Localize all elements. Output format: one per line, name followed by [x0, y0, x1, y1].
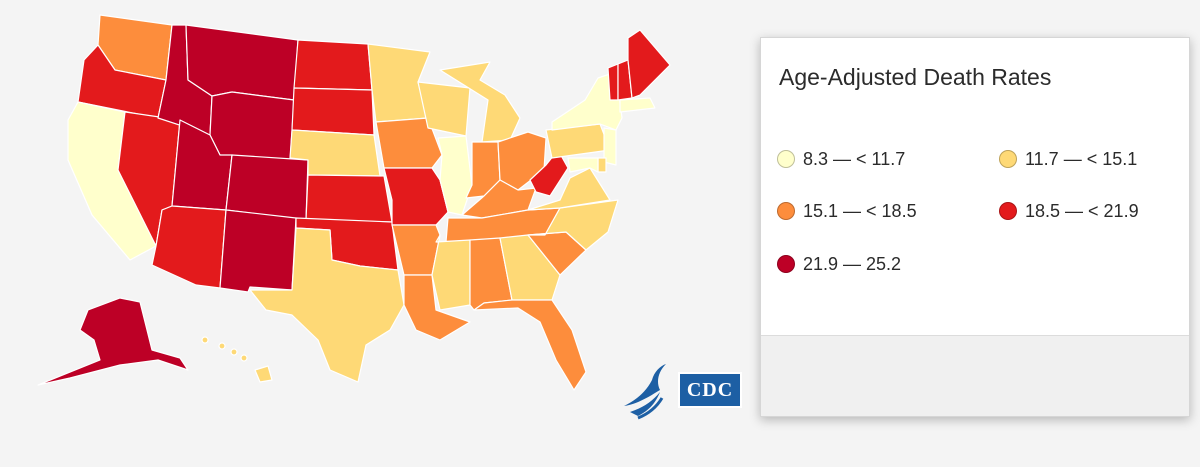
state-mississippi[interactable] — [431, 234, 471, 311]
state-south-dakota[interactable] — [291, 87, 375, 136]
state-montana[interactable] — [185, 24, 299, 101]
state-maryland[interactable] — [567, 157, 599, 173]
state-hawaii[interactable] — [254, 365, 273, 383]
logos: CDC — [616, 360, 746, 420]
legend-item[interactable]: 15.1 — < 18.5 — [777, 199, 917, 223]
state-michigan[interactable] — [439, 61, 521, 143]
legend-label: 21.9 — 25.2 — [803, 253, 902, 274]
state-new-jersey[interactable] — [603, 127, 617, 166]
state-arkansas[interactable] — [391, 224, 441, 276]
legend-item[interactable]: 8.3 — < 11.7 — [777, 147, 905, 171]
legend-item[interactable]: 11.7 — < 15.1 — [999, 147, 1137, 171]
hhs-eagle-logo — [624, 364, 666, 420]
legend-swatch — [777, 202, 795, 220]
state-kansas[interactable] — [305, 174, 393, 223]
state-new-mexico[interactable] — [219, 209, 297, 293]
state-illinois[interactable] — [437, 135, 473, 216]
state-west-virginia[interactable] — [529, 149, 569, 197]
legend-panel: Age-Adjusted Death Rates 8.3 — < 11.7 11… — [760, 37, 1190, 417]
legend-item[interactable]: 21.9 — 25.2 — [777, 252, 901, 276]
legend-title: Age-Adjusted Death Rates — [779, 64, 1052, 90]
choropleth-map: CDC — [37, 14, 746, 420]
state-new-york[interactable] — [551, 71, 623, 131]
state-texas[interactable] — [249, 227, 405, 383]
legend-swatch — [777, 150, 795, 168]
legend-swatch — [999, 150, 1017, 168]
state-iowa[interactable] — [375, 117, 443, 169]
legend-swatch — [999, 202, 1017, 220]
state-massachusetts[interactable] — [619, 97, 656, 113]
legend-label: 18.5 — < 21.9 — [1025, 200, 1139, 221]
legend-label: 8.3 — < 11.7 — [803, 148, 906, 169]
legend-item[interactable]: 18.5 — < 21.9 — [999, 199, 1139, 223]
hawaii-small-islands — [201, 336, 248, 362]
cdc-logo: CDC — [678, 372, 742, 408]
state-florida[interactable] — [473, 299, 587, 391]
legend-footer — [761, 335, 1189, 416]
state-wyoming[interactable] — [209, 91, 295, 163]
state-missouri[interactable] — [383, 167, 449, 226]
state-alaska[interactable] — [37, 297, 189, 386]
legend-label: 15.1 — < 18.5 — [803, 200, 917, 221]
us-states-map — [37, 14, 671, 391]
state-vermont[interactable] — [607, 63, 619, 101]
state-georgia[interactable] — [499, 234, 561, 301]
state-arizona[interactable] — [151, 205, 227, 289]
legend-label: 11.7 — < 15.1 — [1025, 148, 1138, 169]
state-north-dakota[interactable] — [293, 39, 373, 91]
state-louisiana[interactable] — [403, 274, 471, 341]
state-colorado[interactable] — [225, 154, 309, 221]
state-delaware[interactable] — [597, 157, 607, 173]
state-maine[interactable] — [627, 29, 671, 99]
legend-swatch — [777, 255, 795, 273]
